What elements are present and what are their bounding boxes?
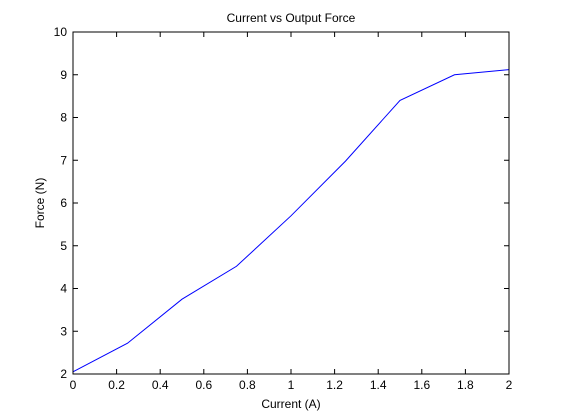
axes-box [72,31,510,375]
x-tick-label: 0.8 [239,378,256,392]
y-tick-label: 6 [60,196,67,210]
x-tick-label: 0.4 [152,378,169,392]
x-tick-label: 1.2 [326,378,343,392]
x-tick-label: 0 [70,378,77,392]
chart-title: Current vs Output Force [227,11,356,25]
x-tick-label: 2 [506,378,513,392]
x-tick-label: 1.4 [370,378,387,392]
x-tick-label: 0.2 [108,378,125,392]
series-layer [72,69,510,373]
y-tick-label: 5 [60,239,67,253]
y-tick-label: 4 [60,282,67,296]
y-tick-label: 7 [60,153,67,167]
series-line [72,69,510,373]
y-tick-label: 9 [60,68,67,82]
x-tick-label: 1 [288,378,295,392]
y-tick-label: 10 [54,25,68,39]
axes-background [73,32,509,374]
y-tick-label: 3 [60,324,67,338]
y-tick-label: 2 [60,367,67,381]
x-tick-label: 0.6 [195,378,212,392]
x-tick-label: 1.8 [457,378,474,392]
x-axis-label: Current (A) [261,397,320,411]
y-axis-label: Force (N) [33,178,47,229]
y-tick-label: 8 [60,111,67,125]
x-axis-ticks: 0 0.2 0.4 0.6 0.8 1 1.2 1.4 1.6 1.8 2 [70,32,513,392]
y-axis-ticks: 2 3 4 5 6 7 8 9 10 [54,25,509,381]
x-tick-label: 1.6 [413,378,430,392]
